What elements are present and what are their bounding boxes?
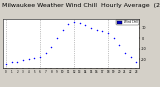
Point <box>124 52 126 54</box>
Point <box>107 32 109 34</box>
Point <box>61 29 64 30</box>
Point <box>56 37 58 39</box>
Point <box>118 44 121 45</box>
Point <box>112 37 115 39</box>
Text: Milwaukee Weather Wind Chill  Hourly Average  (24 Hours): Milwaukee Weather Wind Chill Hourly Aver… <box>2 3 160 8</box>
Point <box>10 61 13 62</box>
Point <box>78 23 81 24</box>
Point <box>101 30 104 31</box>
Point <box>22 60 24 61</box>
Point <box>129 57 132 58</box>
Point <box>73 22 75 23</box>
Point <box>27 59 30 60</box>
Point <box>5 63 7 64</box>
Point <box>33 58 36 59</box>
Point <box>39 57 41 58</box>
Point <box>90 27 92 28</box>
Point <box>67 24 70 25</box>
Point <box>44 52 47 54</box>
Point <box>84 25 87 26</box>
Point <box>135 61 138 62</box>
Point <box>95 29 98 30</box>
Point <box>50 46 53 47</box>
Legend: Wind Chill: Wind Chill <box>116 20 139 25</box>
Point <box>16 61 19 62</box>
